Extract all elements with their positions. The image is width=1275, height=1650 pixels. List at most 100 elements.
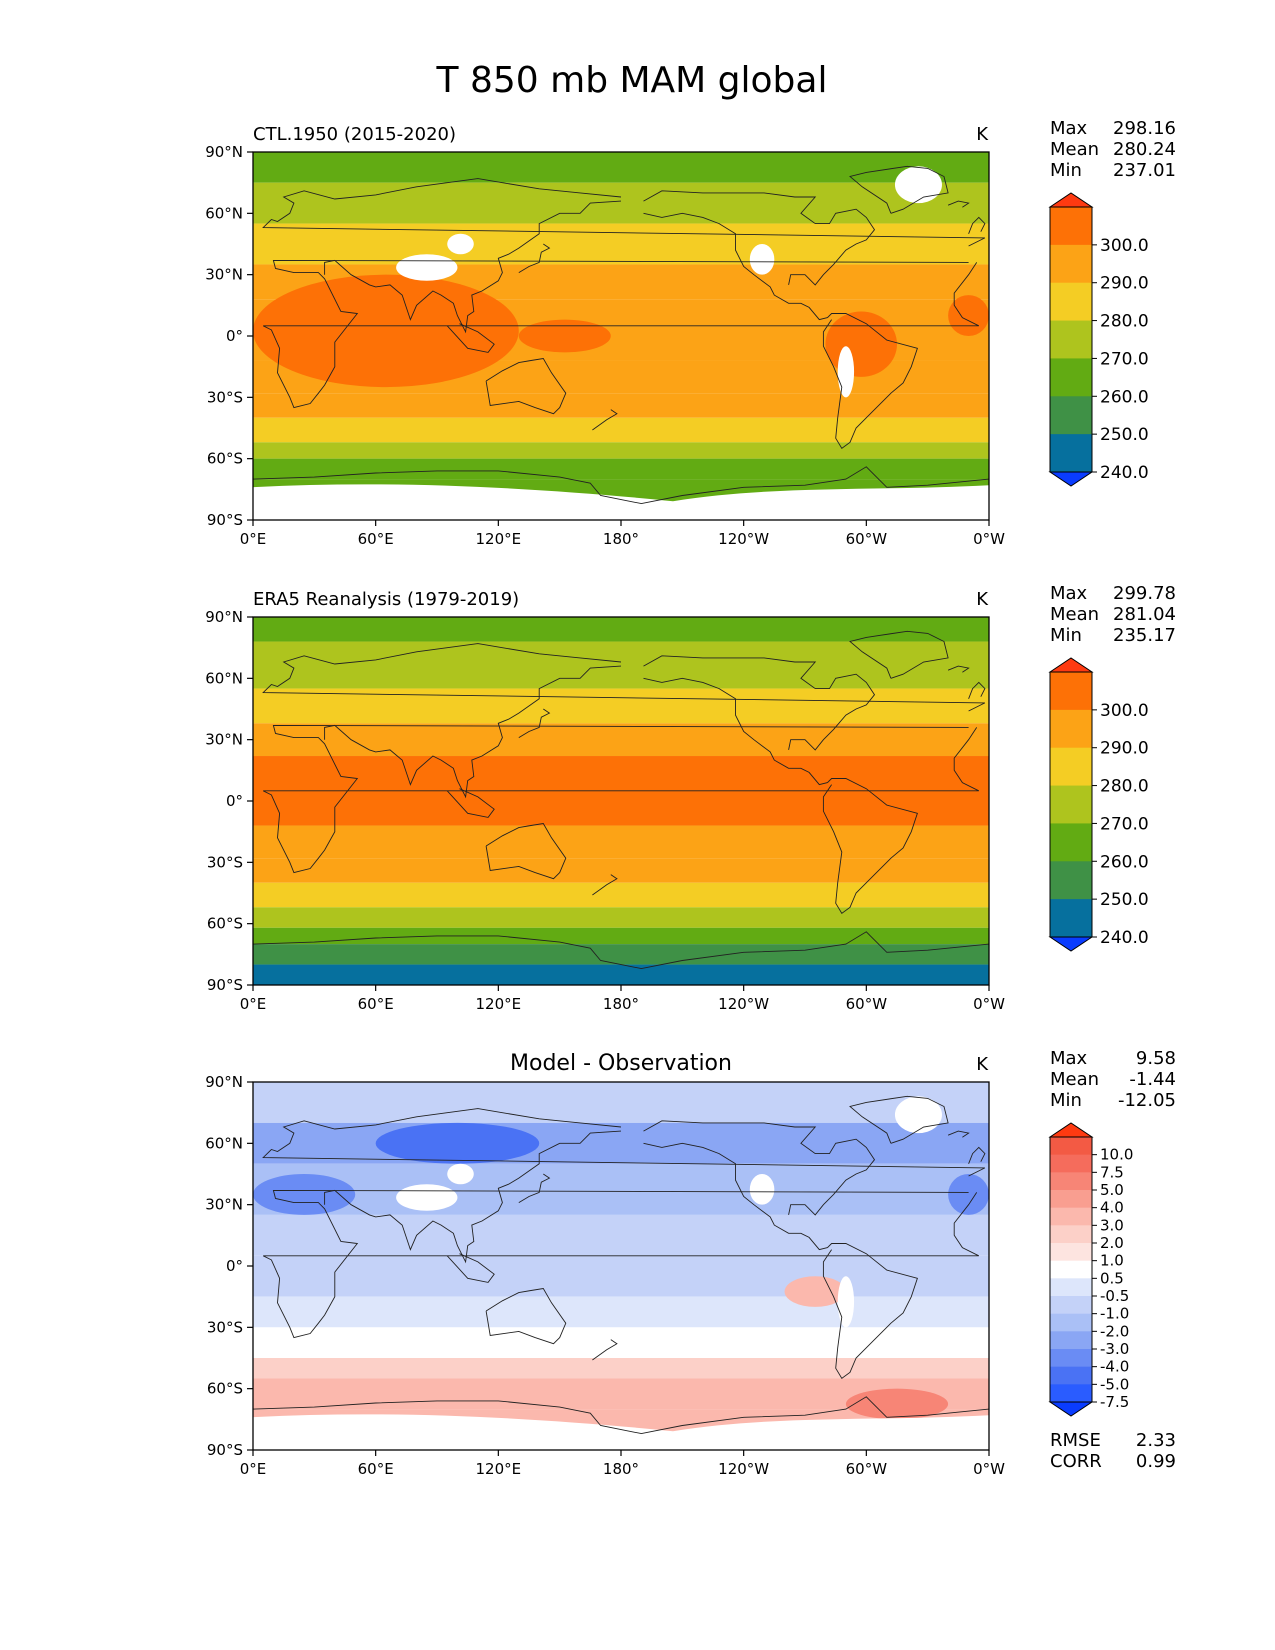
y-tick-label: 0° (226, 1257, 243, 1275)
field-region-3 (784, 1276, 846, 1307)
x-tick-label: 60°E (358, 530, 394, 548)
colorbar-segment (1050, 1278, 1092, 1297)
field-band-7 (253, 1358, 989, 1379)
coastline-12 (947, 200, 970, 208)
colorbar-segment (1050, 396, 1092, 435)
field-region-2 (253, 1174, 356, 1215)
colorbar-tick-label: 290.0 (1100, 274, 1149, 294)
y-tick-label: 90°N (205, 143, 243, 161)
coastline-1 (262, 1108, 986, 1177)
stat-rmse-value: 2.33 (1136, 1430, 1176, 1451)
coastline-5 (518, 1173, 551, 1203)
x-tick-label: 60°W (846, 530, 888, 548)
colorbar-extend-min (1048, 1401, 1094, 1417)
coastline-1 (262, 178, 986, 247)
y-tick-label: 60°N (205, 1134, 243, 1152)
stat-max-label: Max (1050, 583, 1088, 604)
colorbar-tick-label: 3.0 (1100, 1216, 1124, 1234)
y-tick-label: 90°S (207, 1441, 243, 1459)
coastline-7 (643, 212, 918, 450)
colorbar-tick-label: -1.0 (1100, 1305, 1129, 1323)
colorbar-segment (1050, 320, 1092, 359)
colorbar-tick-label: 250.0 (1100, 425, 1149, 445)
map-area (252, 1081, 990, 1451)
colorbar-tick-label: 10.0 (1100, 1146, 1133, 1164)
field-band-2 (253, 223, 989, 265)
stat-max-value: 298.16 (1113, 118, 1176, 139)
coastline-12 (947, 665, 970, 673)
coastline-10 (253, 1396, 989, 1435)
colorbar-frame (1049, 206, 1093, 473)
x-tick-label: 60°E (358, 995, 394, 1013)
mask-highland-0 (396, 254, 458, 281)
colorbar-segment (1050, 1331, 1092, 1350)
map-area (252, 151, 990, 521)
mask-antarctica (253, 1414, 989, 1450)
x-tick-label: 60°W (846, 1460, 888, 1478)
field-band-6 (253, 858, 989, 883)
colorbar: 10.07.55.04.03.02.01.00.5-0.5-1.0-2.0-3.… (1048, 1122, 1133, 1417)
y-tick-label: 30°S (207, 853, 243, 871)
colorbar-tick-label: -2.0 (1100, 1322, 1129, 1340)
field-band-2 (253, 1163, 989, 1215)
y-tick-label: 90°N (205, 1073, 243, 1091)
coastline-1 (262, 643, 986, 712)
coastlines (253, 1095, 989, 1435)
panel-left-title: ERA5 Reanalysis (1979-2019) (253, 589, 519, 610)
stat-min-label: Min (1050, 625, 1082, 646)
coastline-10 (253, 466, 989, 505)
field-band-9 (253, 927, 989, 945)
coastline-8 (643, 1120, 876, 1216)
field-band-3 (253, 723, 989, 757)
stat-max-label: Max (1050, 118, 1088, 139)
colorbar-segment (1050, 747, 1092, 787)
colorbar-segment (1050, 358, 1092, 397)
coastline-8 (643, 655, 876, 751)
colorbar-segment (1050, 672, 1092, 711)
coastline-0 (262, 1189, 980, 1339)
colorbar-segment (1050, 1260, 1092, 1279)
panel-unit: K (976, 589, 989, 610)
y-tick-label: 90°S (207, 976, 243, 994)
stat-mean-label: Mean (1050, 604, 1099, 625)
map-area (252, 616, 990, 986)
coastlines (253, 630, 989, 970)
field-band-0 (253, 617, 989, 642)
colorbar-tick-label: 240.0 (1100, 463, 1149, 483)
stat-min-value: -12.05 (1118, 1090, 1176, 1111)
stat-min-label: Min (1050, 160, 1082, 181)
colorbar-frame (1049, 1136, 1093, 1403)
colorbar-tick-label: 250.0 (1100, 890, 1149, 910)
coastline-6 (592, 1339, 618, 1361)
land-mask (253, 1096, 989, 1450)
coastline-11 (968, 216, 986, 234)
stat-rmse-label: RMSE (1050, 1430, 1101, 1451)
colorbar-segment (1050, 1384, 1092, 1403)
colorbar-tick-label: 2.0 (1100, 1234, 1124, 1252)
y-tick-label: 30°N (205, 266, 243, 284)
y-tick-label: 30°S (207, 388, 243, 406)
stat-mean-value: -1.44 (1129, 1069, 1176, 1090)
colorbar-segment (1050, 1154, 1092, 1173)
colorbar-extend-max (1048, 1122, 1094, 1138)
colorbar-tick-label: 290.0 (1100, 739, 1149, 759)
colorbar-frame (1049, 671, 1093, 938)
coastline-5 (518, 243, 551, 273)
coastline-12 (947, 1130, 970, 1138)
colorbar-extend-min (1048, 936, 1094, 952)
field-band-8 (253, 907, 989, 928)
field-band-0 (253, 1082, 989, 1123)
field-region-0 (253, 274, 519, 388)
stat-max-value: 299.78 (1113, 583, 1176, 604)
y-tick-label: 0° (226, 327, 243, 345)
colorbar-segment (1050, 282, 1092, 322)
y-tick-label: 90°N (205, 608, 243, 626)
map-axes: 0°E 60°E 120°E 180° 120°W 60°W 0°W 90°N 60°N 30°N… (205, 608, 1005, 1013)
colorbar-extend-max (1048, 657, 1094, 673)
panel-diff: Model - Observation K 0°E 60°E 120°E 180° 12… (205, 1048, 1176, 1478)
x-tick-label: 0°W (973, 995, 1005, 1013)
field-region-0 (375, 1122, 540, 1164)
coastline-0 (262, 259, 980, 409)
coastline-4 (446, 323, 495, 353)
field-band-5 (253, 1296, 989, 1328)
